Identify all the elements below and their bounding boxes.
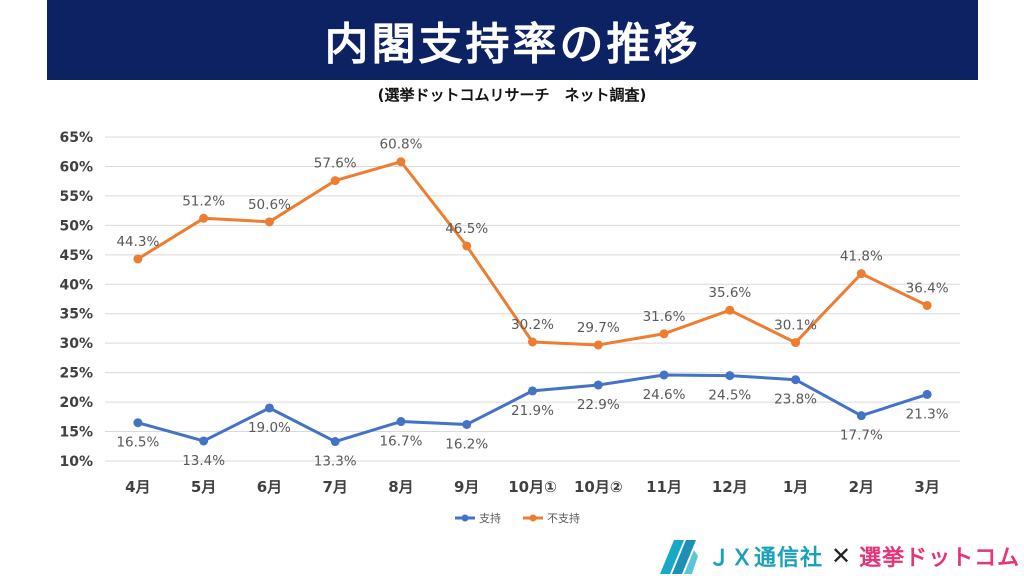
data-point [264,217,274,227]
data-point [593,340,603,350]
y-tick-label: 30% [59,336,93,352]
x-tick-label: 5月 [191,478,216,496]
y-tick-label: 55% [59,189,93,205]
data-point [133,254,143,264]
data-label: 21.3% [906,406,949,422]
legend-label: 不支持 [547,511,580,525]
data-label: 24.5% [708,388,751,404]
data-label: 16.2% [445,436,488,452]
data-point [330,176,340,186]
data-label: 24.6% [643,387,686,403]
data-point [791,375,801,385]
chart-title-bar: 内閣支持率の推移 [47,0,978,80]
data-point [725,371,735,381]
legend-marker [461,514,469,522]
x-tick-label: 11月 [646,478,682,496]
data-label: 30.2% [511,317,554,333]
data-point [659,329,669,339]
data-point [528,386,537,396]
data-label: 50.6% [248,197,291,213]
data-point [199,213,209,223]
data-point [330,437,340,447]
data-point [462,419,472,429]
y-tick-label: 15% [59,425,93,441]
data-point [593,380,603,390]
data-point [264,403,274,413]
x-tick-label: 10月① [508,478,557,496]
data-label: 13.4% [182,453,225,469]
data-point [725,305,735,315]
y-tick-label: 25% [59,366,93,382]
y-tick-label: 60% [59,159,93,175]
data-label: 57.6% [314,156,357,172]
y-tick-label: 35% [59,307,93,323]
data-label: 60.8% [380,137,423,153]
data-label: 13.3% [314,454,357,470]
footer-logos: ＪＸ通信社 ✕ 選挙ドットコム [656,536,1020,576]
jx-logo-icon [660,540,698,574]
legend-label: 支持 [479,511,501,525]
x-tick-label: 3月 [914,478,939,496]
data-point [133,418,143,428]
x-tick-label: 8月 [388,478,413,496]
y-tick-label: 45% [59,248,93,264]
x-tick-label: 1月 [783,478,808,496]
x-tick-label: 7月 [322,478,347,496]
data-point [659,370,669,380]
jx-brand-label: ＪＸ通信社 [708,546,824,571]
page-title: 内閣支持率の推移 [324,19,701,70]
data-label: 41.8% [840,249,883,265]
data-label: 23.8% [774,392,817,408]
data-label: 46.5% [445,221,488,237]
y-tick-label: 65% [59,130,93,146]
data-label: 19.0% [248,420,291,436]
legend-marker [529,514,537,522]
data-point [528,337,537,347]
data-label: 29.7% [577,320,620,336]
data-label: 35.6% [708,285,751,301]
data-label: 17.7% [840,428,883,444]
data-label: 51.2% [182,193,225,209]
data-point [396,157,406,167]
data-point [791,338,801,348]
data-point [856,269,866,279]
data-label: 36.4% [906,280,949,296]
data-point [922,300,932,310]
data-label: 31.6% [643,309,686,325]
x-tick-label: 4月 [125,478,150,496]
cross-icon: ✕ [831,542,852,570]
chart-subtitle: (選挙ドットコムリサーチ ネット調査) [377,86,647,104]
data-label: 16.5% [116,435,159,451]
y-tick-label: 10% [59,454,93,470]
y-tick-label: 20% [59,395,93,411]
data-label: 21.9% [511,403,554,419]
y-tick-label: 40% [59,277,93,293]
data-point [922,389,932,399]
data-point [396,417,406,427]
x-tick-label: 10月② [574,478,623,496]
x-tick-label: 9月 [454,478,479,496]
data-point [856,411,866,421]
data-point [199,436,209,446]
x-tick-label: 12月 [712,478,748,496]
data-label: 16.7% [380,434,423,450]
data-label: 22.9% [577,397,620,413]
senkyo-brand-label: 選挙ドットコム [859,546,1021,571]
x-tick-label: 6月 [257,478,282,496]
x-tick-label: 2月 [849,478,874,496]
data-label: 30.1% [774,318,817,334]
data-point [462,241,472,251]
data-label: 44.3% [116,234,159,250]
y-tick-label: 50% [59,218,93,234]
